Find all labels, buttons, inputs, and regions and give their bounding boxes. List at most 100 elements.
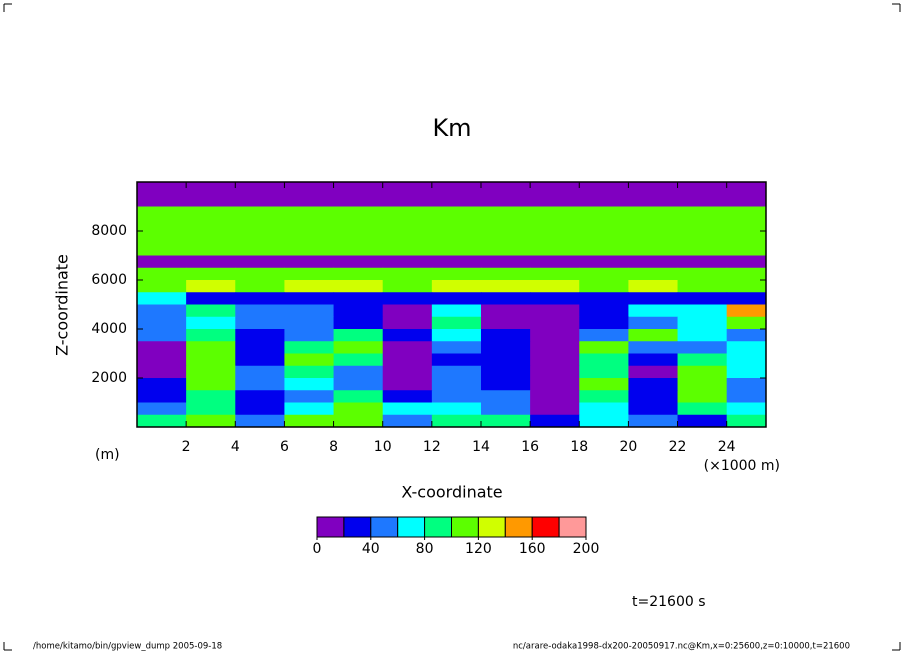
contour-cell <box>431 267 482 281</box>
contour-cell <box>530 378 580 391</box>
contour-cell <box>677 292 728 305</box>
contour-cell <box>431 304 482 318</box>
contour-cell <box>677 402 728 416</box>
contour-cell <box>579 341 629 354</box>
contour-cell <box>284 243 335 256</box>
contour-cell <box>186 402 236 416</box>
contour-cell <box>677 304 728 318</box>
contour-cell <box>431 255 482 269</box>
x-tick-label: 8 <box>329 439 338 455</box>
contour-cell <box>628 329 679 342</box>
contour-cell <box>382 292 433 305</box>
corner-marks <box>3 3 901 651</box>
contour-cell <box>677 280 728 293</box>
contour-cell <box>382 231 433 244</box>
x-tick-label: 12 <box>423 439 441 455</box>
contour-cell <box>235 218 285 232</box>
contour-cell <box>480 292 531 305</box>
contour-cell <box>530 206 580 220</box>
contour-cell <box>137 353 187 367</box>
colorbar-tick-label: 0 <box>313 541 322 557</box>
contour-cell <box>333 206 384 220</box>
contour-cell <box>137 194 187 207</box>
contour-cell <box>333 218 384 232</box>
contour-cell <box>530 218 580 232</box>
footer-left: /home/kitamo/bin/gpview_dump 2005-09-18 <box>33 642 222 652</box>
contour-cell <box>382 353 433 367</box>
contour-cell <box>480 365 531 379</box>
contour-cell <box>235 255 285 269</box>
contour-cell <box>137 206 187 220</box>
contour-cell <box>726 292 767 305</box>
contour-cell <box>333 402 384 416</box>
contour-cell <box>579 329 629 342</box>
contour-cell <box>284 378 335 391</box>
contour-cell <box>579 365 629 379</box>
contour-cell <box>480 329 531 342</box>
contour-cell <box>431 329 482 342</box>
contour-cell <box>235 304 285 318</box>
contour-cell <box>530 255 580 269</box>
contour-cell <box>677 255 728 269</box>
contour-cell <box>530 329 580 342</box>
contour-cell <box>186 304 236 318</box>
contour-cell <box>284 182 335 195</box>
contour-cell <box>382 414 433 428</box>
contour-cell <box>284 353 335 367</box>
contour-cell <box>628 194 679 207</box>
contour-cell <box>333 255 384 269</box>
x-axis-label: X-coordinate <box>401 483 502 502</box>
contour-cell <box>726 378 767 391</box>
contour-cell <box>579 414 629 428</box>
contour-cell <box>186 316 236 330</box>
contour-cell <box>579 304 629 318</box>
contour-cell <box>726 402 767 416</box>
colorbar-swatch <box>343 516 372 538</box>
contour-cell <box>726 390 767 403</box>
contour-cell <box>480 182 531 195</box>
contour-cell <box>186 206 236 220</box>
contour-cell <box>235 206 285 220</box>
contour-cell <box>431 341 482 354</box>
contour-cell <box>530 182 580 195</box>
contour-cell <box>186 365 236 379</box>
contour-cell <box>628 182 679 195</box>
contour-cell <box>579 378 629 391</box>
contour-cell <box>382 378 433 391</box>
contour-cell <box>186 414 236 428</box>
contour-cell <box>284 316 335 330</box>
contour-cell <box>235 353 285 367</box>
y-tick-label: 8000 <box>91 223 127 239</box>
contour-cell <box>431 194 482 207</box>
y-axis-label: Z-coordinate <box>53 254 72 356</box>
colorbar-swatch <box>477 516 506 538</box>
contour-cell <box>579 218 629 232</box>
contour-cell <box>284 255 335 269</box>
contour-cell <box>382 316 433 330</box>
contour-cell <box>579 353 629 367</box>
contour-cell <box>284 194 335 207</box>
contour-cell <box>186 267 236 281</box>
contour-cell <box>284 267 335 281</box>
contour-cell <box>480 390 531 403</box>
contour-cell <box>579 316 629 330</box>
x-tick-label: 2 <box>182 439 191 455</box>
contour-cell <box>579 206 629 220</box>
contour-cell <box>677 194 728 207</box>
contour-cell <box>628 267 679 281</box>
contour-cell <box>137 304 187 318</box>
x-axis-unit: (×1000 m) <box>704 458 780 474</box>
contour-cell <box>186 243 236 256</box>
contour-cell <box>726 255 767 269</box>
contour-cell <box>480 316 531 330</box>
contour-cell <box>677 329 728 342</box>
contour-cell <box>726 280 767 293</box>
corner-mark <box>3 642 12 651</box>
colorbar-tick-label: 120 <box>465 541 492 557</box>
contour-cell <box>480 304 531 318</box>
contour-cell <box>235 378 285 391</box>
y-tick-label: 4000 <box>91 321 127 337</box>
contour-cell <box>628 231 679 244</box>
contour-cell <box>530 292 580 305</box>
contour-cell <box>677 390 728 403</box>
